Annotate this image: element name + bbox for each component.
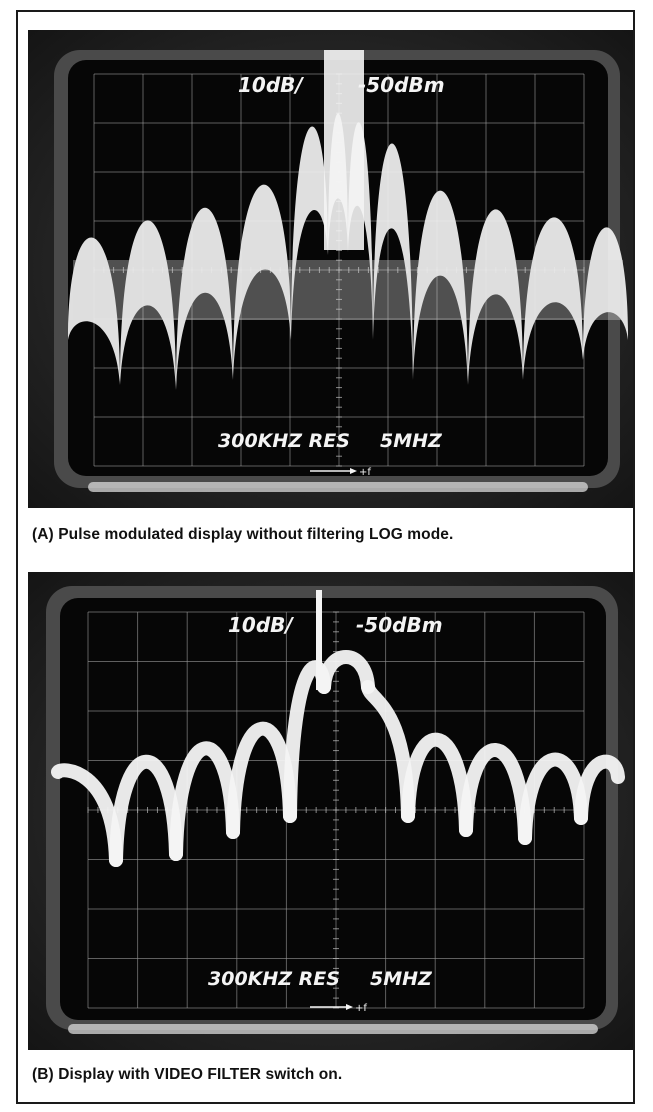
frequency-direction-label: +f [355,1003,367,1014]
span-label: 5MHZ [370,968,433,990]
spectral-lobe [176,207,233,390]
spectral-lobe [233,184,291,380]
reference-level-label: -50dBm [358,73,445,97]
resolution-bandwidth-label: 300KHZ RES [218,430,350,452]
spectrum-photo-a: 10dB/ -50dBm 300KHZ RES 5MHZ +f [28,30,633,508]
spectral-lobe [574,754,625,825]
spectral-lobe [68,237,120,385]
spectrum-trace [51,590,625,867]
carrier-spike [324,50,364,250]
spectral-lobe [291,126,328,340]
crt-screen [60,598,606,1020]
crt-reflection [68,1024,598,1034]
arrowhead-icon [350,468,357,474]
spectral-lobe [120,220,176,390]
scale-label: 10dB/ [238,73,304,97]
span-label: 5MHZ [380,430,443,452]
crt-screen [68,60,608,476]
crt-reflection [88,482,588,492]
trace-glow [73,260,623,320]
spectrum-trace [68,50,628,390]
spectral-lobe [317,650,375,694]
spectrum-photo-b: 10dB/ -50dBm 300KHZ RES 5MHZ +f [28,572,633,1050]
resolution-bandwidth-label: 300KHZ RES [208,968,340,990]
spectral-lobe [459,743,532,845]
scale-label: 10dB/ [228,613,294,637]
spectral-lobe [523,217,583,380]
carrier-spike [316,590,322,690]
arrowhead-icon [346,1004,353,1010]
spectral-lobe [468,209,523,385]
spectral-lobe [413,190,468,385]
caption-b: (B) Display with VIDEO FILTER switch on. [32,1066,343,1083]
spectrum-display-a: 10dB/ -50dBm 300KHZ RES 5MHZ +f [28,30,633,508]
spectral-lobe [373,143,413,380]
spectrum-display-b: 10dB/ -50dBm 300KHZ RES 5MHZ +f [28,572,633,1050]
caption-a: (A) Pulse modulated display without filt… [32,526,454,543]
spectral-lobe [583,227,628,360]
spectral-lobe [401,732,473,837]
frequency-direction-label: +f [359,467,371,478]
reference-level-label: -50dBm [356,613,443,637]
